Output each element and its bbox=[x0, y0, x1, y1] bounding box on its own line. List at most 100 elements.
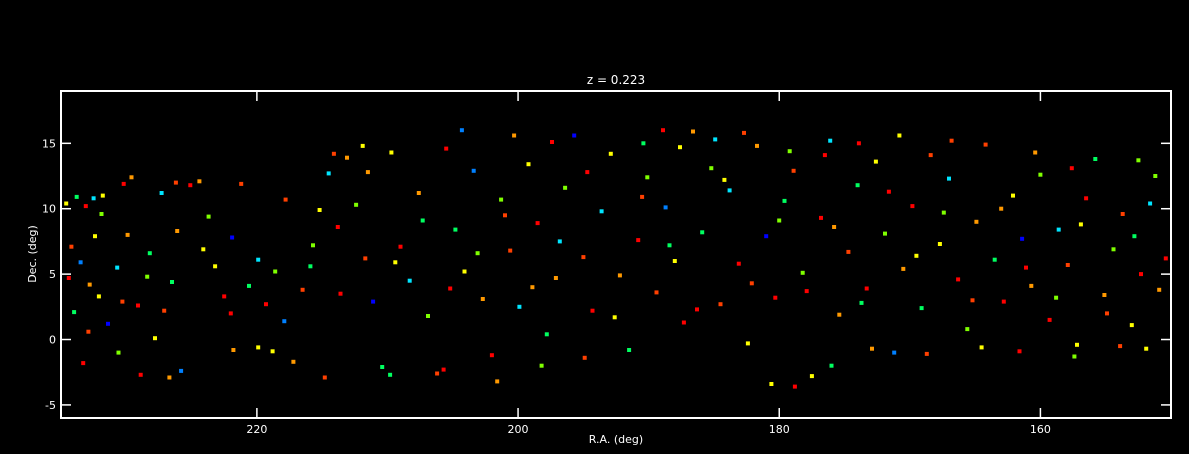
data-point-89 bbox=[791, 168, 796, 173]
data-point-97 bbox=[864, 286, 869, 291]
data-point-37 bbox=[317, 208, 322, 212]
data-point-140 bbox=[914, 253, 919, 258]
data-point-84 bbox=[745, 341, 750, 346]
data-point-49 bbox=[426, 314, 430, 318]
data-point-23 bbox=[159, 191, 164, 195]
data-point-17 bbox=[162, 308, 167, 313]
data-point-91 bbox=[809, 374, 814, 379]
data-point-178 bbox=[641, 141, 646, 146]
data-point-9 bbox=[81, 361, 86, 366]
data-point-62 bbox=[544, 332, 549, 337]
data-point-55 bbox=[480, 297, 485, 301]
data-point-127 bbox=[1139, 272, 1143, 277]
data-point-148 bbox=[695, 307, 699, 312]
data-point-21 bbox=[197, 179, 202, 184]
data-point-109 bbox=[974, 219, 979, 224]
data-point-33 bbox=[282, 319, 287, 324]
data-point-28 bbox=[239, 181, 244, 186]
data-point-31 bbox=[264, 302, 268, 307]
data-point-88 bbox=[782, 198, 787, 203]
data-point-110 bbox=[983, 142, 988, 147]
data-point-212 bbox=[100, 193, 105, 198]
data-point-80 bbox=[709, 166, 714, 171]
data-point-173 bbox=[678, 145, 682, 150]
data-point-90 bbox=[800, 270, 805, 275]
data-point-5 bbox=[69, 244, 74, 249]
data-point-174 bbox=[713, 137, 718, 142]
data-point-172 bbox=[661, 128, 665, 133]
data-point-187 bbox=[949, 138, 954, 143]
data-point-51 bbox=[444, 146, 449, 151]
data-point-96 bbox=[855, 183, 860, 188]
data-point-191 bbox=[270, 349, 275, 354]
data-point-36 bbox=[308, 264, 313, 269]
data-point-150 bbox=[640, 194, 645, 199]
data-point-103 bbox=[919, 306, 924, 311]
data-point-98 bbox=[873, 159, 878, 164]
data-point-120 bbox=[1075, 342, 1079, 347]
data-point-135 bbox=[1054, 295, 1059, 300]
data-point-79 bbox=[700, 230, 705, 235]
data-point-149 bbox=[667, 243, 672, 248]
data-point-202 bbox=[924, 351, 929, 356]
data-point-130 bbox=[1163, 256, 1168, 261]
data-point-168 bbox=[147, 251, 152, 256]
x-tick-label-3: 160 bbox=[1030, 423, 1051, 436]
data-point-44 bbox=[380, 365, 385, 369]
data-point-131 bbox=[1153, 174, 1158, 178]
data-point-71 bbox=[627, 348, 632, 352]
data-point-159 bbox=[393, 260, 398, 265]
data-point-144 bbox=[804, 289, 809, 294]
data-point-107 bbox=[956, 277, 961, 282]
data-point-137 bbox=[999, 206, 1004, 211]
data-point-14 bbox=[136, 303, 140, 308]
data-point-34 bbox=[291, 359, 296, 364]
data-point-56 bbox=[489, 353, 494, 358]
data-point-24 bbox=[173, 180, 178, 185]
data-point-207 bbox=[1144, 346, 1149, 351]
data-point-209 bbox=[167, 375, 172, 380]
data-point-22 bbox=[206, 214, 211, 219]
data-point-169 bbox=[120, 299, 125, 304]
data-point-35 bbox=[300, 287, 305, 292]
data-point-158 bbox=[420, 218, 425, 223]
data-point-142 bbox=[859, 300, 864, 305]
data-point-179 bbox=[512, 133, 517, 138]
data-point-189 bbox=[856, 141, 861, 146]
data-point-155 bbox=[503, 213, 507, 218]
data-point-77 bbox=[681, 320, 686, 325]
y-tick-label-2: 5 bbox=[49, 268, 56, 281]
data-point-115 bbox=[1029, 283, 1034, 288]
data-point-58 bbox=[508, 248, 513, 253]
data-point-0 bbox=[64, 201, 69, 206]
data-point-166 bbox=[201, 247, 206, 252]
data-point-39 bbox=[335, 225, 340, 229]
data-point-141 bbox=[886, 189, 891, 194]
data-point-117 bbox=[1047, 317, 1052, 322]
data-point-164 bbox=[256, 257, 261, 262]
data-point-60 bbox=[526, 162, 531, 167]
data-point-198 bbox=[769, 382, 774, 386]
data-point-124 bbox=[1111, 247, 1116, 252]
data-point-41 bbox=[354, 202, 359, 207]
data-point-210 bbox=[116, 350, 121, 355]
data-point-151 bbox=[612, 315, 617, 320]
data-point-188 bbox=[897, 133, 902, 138]
data-point-63 bbox=[553, 276, 558, 280]
x-tick-label-0: 220 bbox=[246, 423, 267, 436]
data-point-139 bbox=[941, 210, 946, 215]
data-point-48 bbox=[416, 191, 421, 195]
data-point-121 bbox=[1084, 196, 1089, 201]
data-point-10 bbox=[96, 294, 101, 299]
data-point-74 bbox=[654, 290, 659, 295]
data-point-66 bbox=[581, 255, 586, 260]
data-point-203 bbox=[979, 345, 984, 350]
data-point-69 bbox=[608, 151, 613, 156]
data-point-145 bbox=[777, 218, 782, 223]
data-point-197 bbox=[582, 355, 587, 360]
data-point-108 bbox=[965, 327, 970, 332]
data-point-30 bbox=[256, 345, 261, 350]
data-point-157 bbox=[448, 286, 453, 291]
data-point-40 bbox=[345, 155, 349, 160]
data-point-183 bbox=[331, 151, 336, 156]
